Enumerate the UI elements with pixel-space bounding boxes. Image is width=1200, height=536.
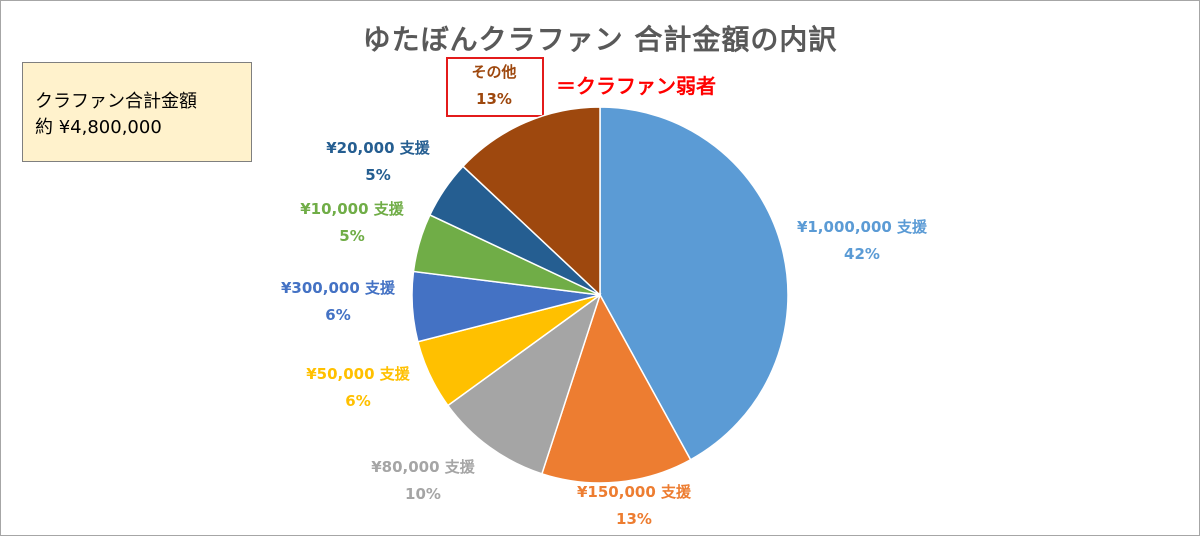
pie-slice bbox=[540, 293, 692, 484]
other-annotation: ＝クラファン弱者 bbox=[556, 74, 716, 98]
slice-percent-label: 5% bbox=[339, 227, 364, 245]
slice-percent-label: 13% bbox=[616, 510, 652, 528]
pie-slices bbox=[411, 106, 789, 484]
slice-label: ¥150,000 支援 bbox=[577, 483, 692, 501]
slice-percent-label: 5% bbox=[365, 166, 390, 184]
pie-slice bbox=[599, 106, 789, 461]
pie-slice bbox=[461, 106, 601, 297]
slice-percent-label: 10% bbox=[405, 485, 441, 503]
slice-percent-label: 6% bbox=[345, 392, 370, 410]
slice-label: その他 bbox=[471, 63, 516, 81]
pie-slice bbox=[446, 293, 602, 475]
slice-percent-label: 13% bbox=[476, 90, 512, 108]
slice-label: ¥80,000 支援 bbox=[371, 458, 476, 476]
slice-percent-label: 42% bbox=[844, 245, 880, 263]
slice-percent-label: 6% bbox=[325, 306, 350, 324]
total-amount-value: 約 ¥4,800,000 bbox=[35, 117, 162, 138]
slice-label: ¥300,000 支援 bbox=[281, 279, 396, 297]
slice-label: ¥1,000,000 支援 bbox=[797, 218, 928, 236]
other-highlight-box bbox=[446, 57, 544, 117]
chart-title: ゆたぼんクラファン 合計金額の内訳 bbox=[362, 23, 838, 56]
total-amount-box: クラファン合計金額 約 ¥4,800,000 bbox=[22, 62, 252, 162]
total-amount-label: クラファン合計金額 bbox=[35, 91, 197, 112]
slice-label: ¥50,000 支援 bbox=[306, 365, 411, 383]
pie-labels: ¥1,000,000 支援 42% ¥150,000 支援 13% ¥80,000 支援… bbox=[281, 63, 928, 528]
slice-label: ¥10,000 支援 bbox=[300, 200, 405, 218]
slice-label: ¥20,000 支援 bbox=[326, 139, 431, 157]
